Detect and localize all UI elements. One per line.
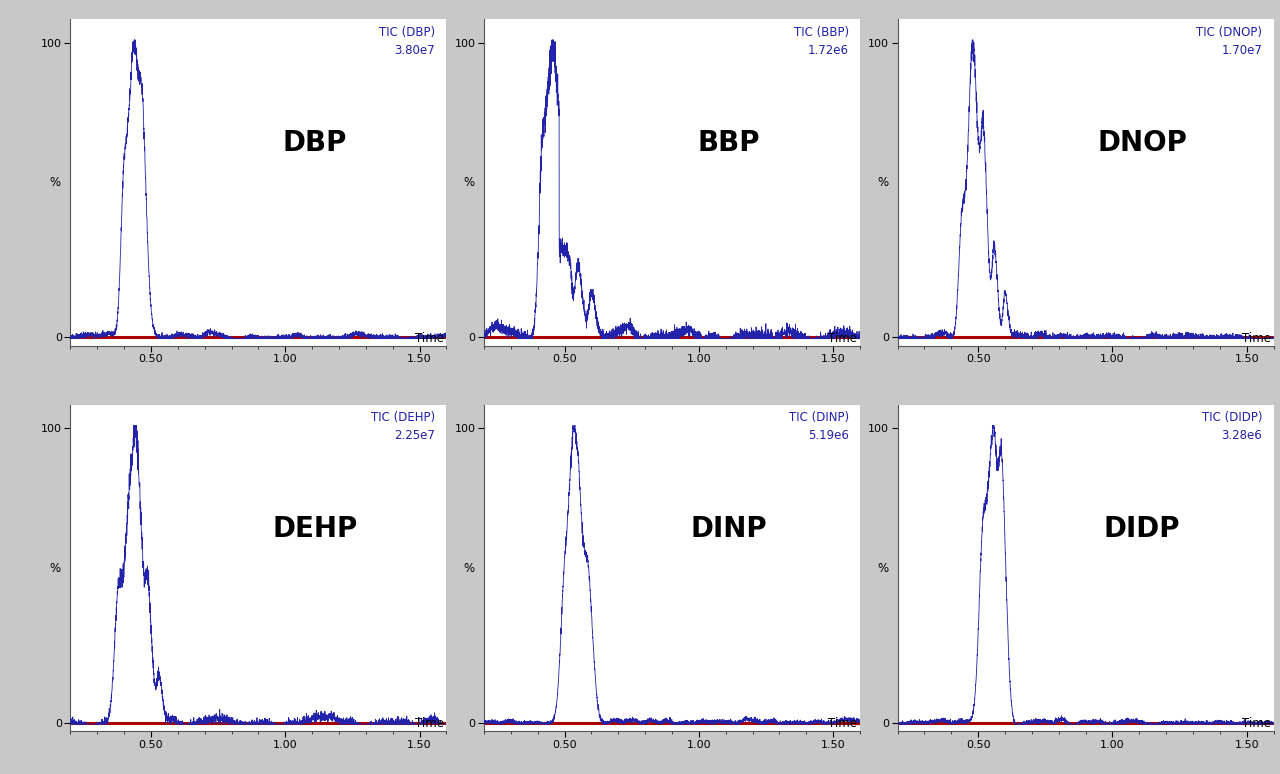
Text: Time: Time — [828, 717, 858, 730]
Y-axis label: %: % — [877, 562, 888, 574]
Y-axis label: %: % — [50, 176, 61, 189]
Text: TIC (DBP)
3.80e7: TIC (DBP) 3.80e7 — [379, 26, 435, 57]
Text: Time: Time — [1242, 717, 1271, 730]
Y-axis label: %: % — [877, 176, 888, 189]
Text: BBP: BBP — [698, 129, 759, 157]
Y-axis label: %: % — [463, 562, 475, 574]
Text: DNOP: DNOP — [1097, 129, 1187, 157]
Text: TIC (DIDP)
3.28e6: TIC (DIDP) 3.28e6 — [1202, 411, 1262, 442]
Text: DBP: DBP — [283, 129, 347, 157]
Text: TIC (BBP)
1.72e6: TIC (BBP) 1.72e6 — [794, 26, 849, 57]
Text: TIC (DINP)
5.19e6: TIC (DINP) 5.19e6 — [788, 411, 849, 442]
Text: DEHP: DEHP — [273, 515, 357, 543]
Y-axis label: %: % — [50, 562, 61, 574]
Y-axis label: %: % — [463, 176, 475, 189]
Text: DINP: DINP — [690, 515, 767, 543]
Text: TIC (DNOP)
1.70e7: TIC (DNOP) 1.70e7 — [1197, 26, 1262, 57]
Text: Time: Time — [415, 331, 444, 344]
Text: TIC (DEHP)
2.25e7: TIC (DEHP) 2.25e7 — [371, 411, 435, 442]
Text: Time: Time — [415, 717, 444, 730]
Text: Time: Time — [1242, 331, 1271, 344]
Text: DIDP: DIDP — [1103, 515, 1180, 543]
Text: Time: Time — [828, 331, 858, 344]
